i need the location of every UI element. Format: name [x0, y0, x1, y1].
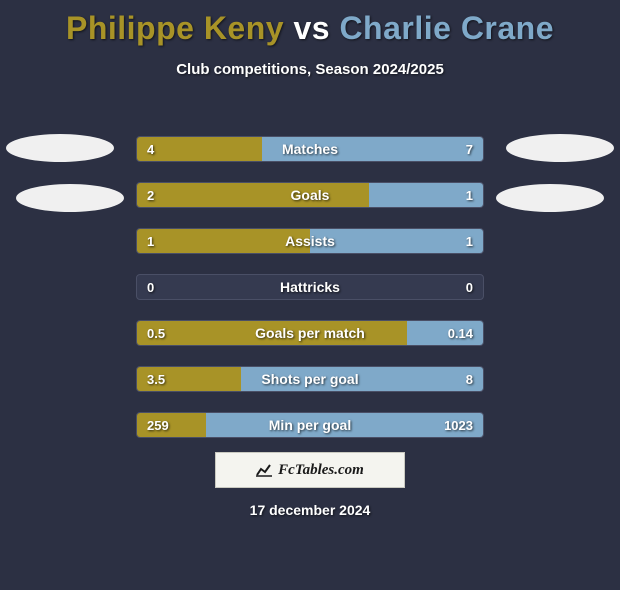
- player1-avatar-placeholder-2: [16, 184, 124, 212]
- stat-row: 0 0Hattricks: [136, 274, 484, 300]
- stats-bars: 47Matches 21Goals 11Assists 0 0Hattricks 0.50…: [136, 136, 484, 458]
- player1-name: Philippe Keny: [66, 10, 284, 46]
- vs-text: vs: [293, 10, 330, 46]
- footer-logo: FcTables.com: [215, 452, 405, 488]
- player2-name: Charlie Crane: [339, 10, 554, 46]
- stat-row: 47Matches: [136, 136, 484, 162]
- footer-logo-text: FcTables.com: [278, 462, 364, 479]
- stat-fill-left: [137, 321, 407, 345]
- stat-fill-left: [137, 367, 241, 391]
- subtitle: Club competitions, Season 2024/2025: [0, 61, 620, 78]
- footer-date: 17 december 2024: [0, 502, 620, 518]
- stat-fill-right: [241, 367, 483, 391]
- stat-fill-right: [206, 413, 483, 437]
- stat-value-right: 0: [466, 275, 473, 299]
- stat-fill-right: [407, 321, 483, 345]
- stat-row: 0.50.14Goals per match: [136, 320, 484, 346]
- stat-row: 21Goals: [136, 182, 484, 208]
- stat-label: Hattricks: [137, 275, 483, 299]
- stat-row: 2591023Min per goal: [136, 412, 484, 438]
- player2-avatar-placeholder-2: [496, 184, 604, 212]
- stat-fill-left: [137, 183, 369, 207]
- chart-icon: [256, 463, 272, 477]
- stat-value-left: 0: [147, 275, 154, 299]
- stat-row: 11Assists: [136, 228, 484, 254]
- stat-fill-left: [137, 137, 262, 161]
- stat-fill-left: [137, 229, 310, 253]
- stat-row: 3.58Shots per goal: [136, 366, 484, 392]
- comparison-title: Philippe Keny vs Charlie Crane: [0, 10, 620, 47]
- stat-fill-right: [262, 137, 483, 161]
- stat-fill-right: [369, 183, 483, 207]
- player2-avatar-placeholder: [506, 134, 614, 162]
- stat-fill-left: [137, 413, 206, 437]
- stat-fill-right: [310, 229, 483, 253]
- player1-avatar-placeholder: [6, 134, 114, 162]
